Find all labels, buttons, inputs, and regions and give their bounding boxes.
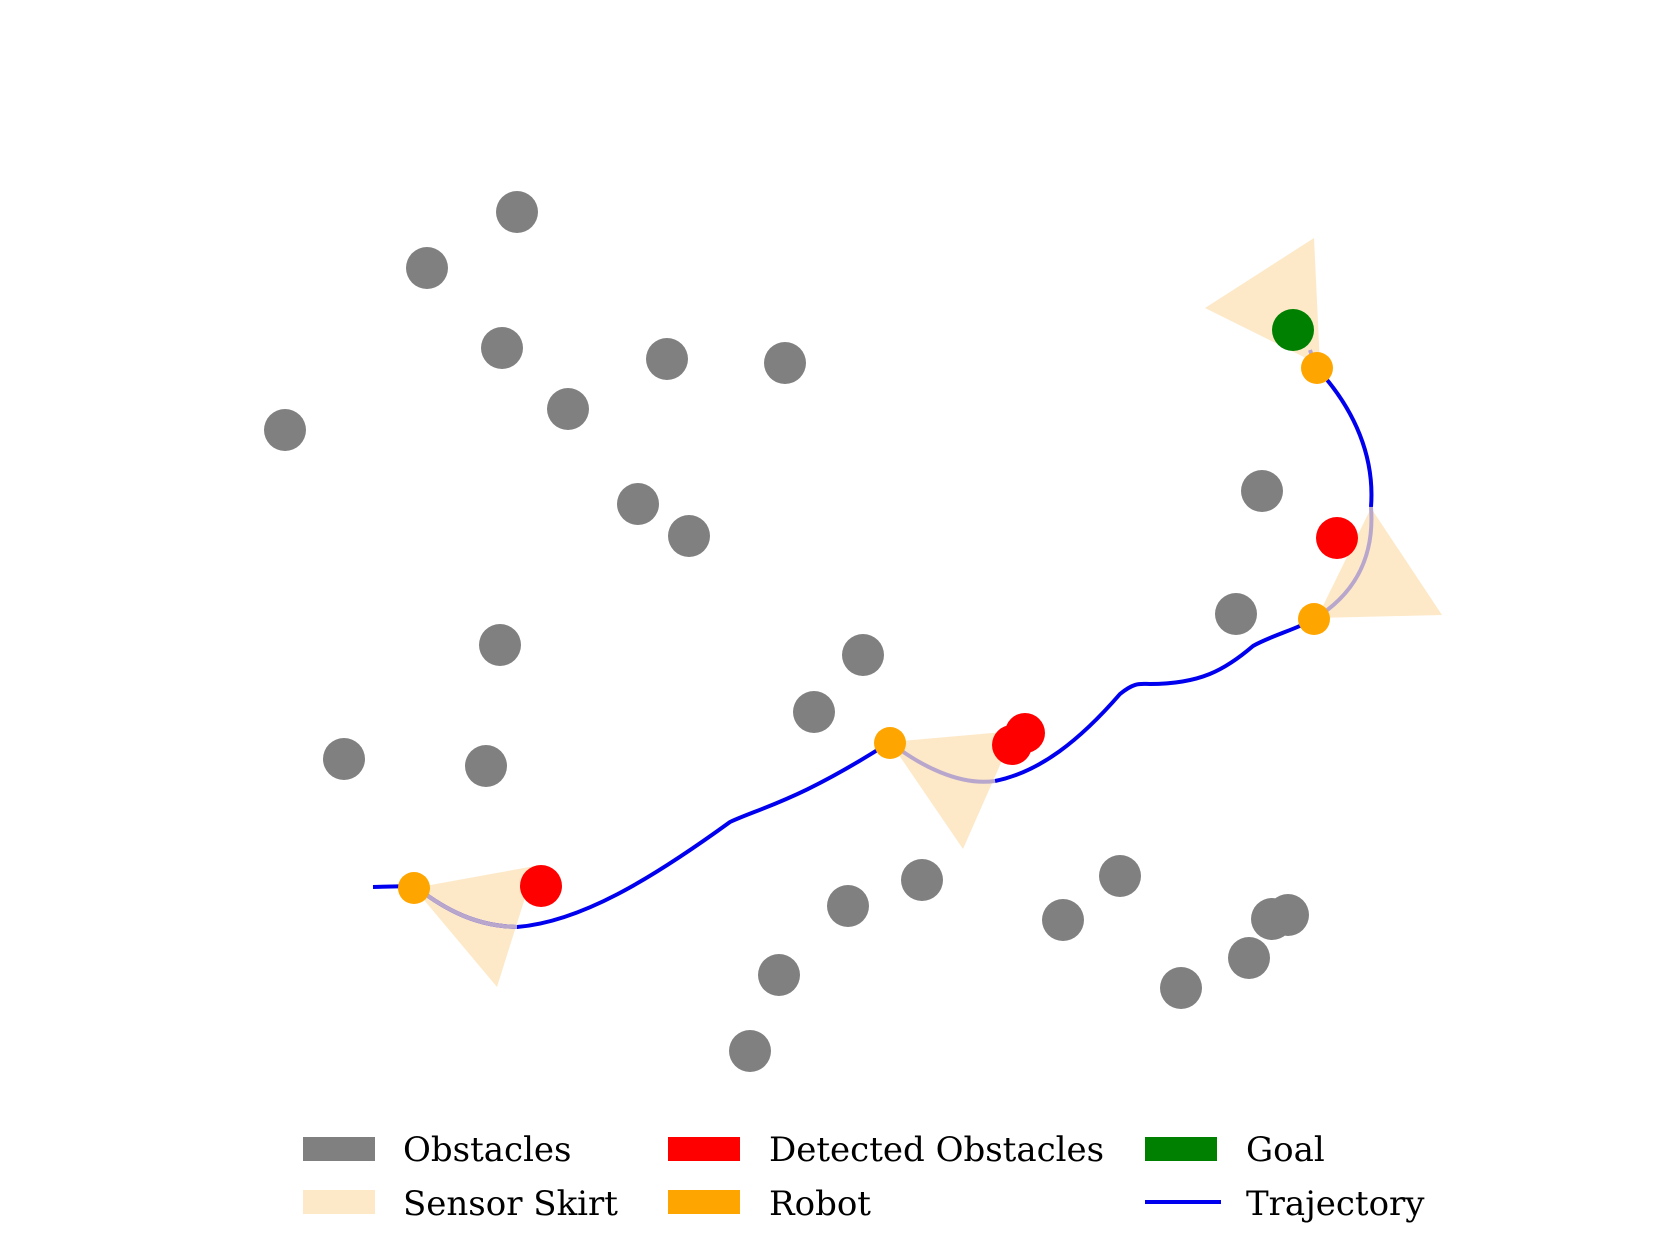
detected-obstacle: [520, 865, 562, 907]
obstacle: [481, 327, 523, 369]
obstacle: [758, 954, 800, 996]
legend-label-sensor-skirt: Sensor Skirt: [403, 1184, 618, 1224]
robot-marker: [398, 872, 430, 904]
legend-label-trajectory: Trajectory: [1246, 1184, 1425, 1224]
legend: Obstacles Sensor Skirt Detected Obstacle…: [303, 1130, 1425, 1224]
detected-obstacles: [520, 517, 1358, 907]
obstacle: [668, 515, 710, 557]
obstacle: [264, 409, 306, 451]
legend-label-goal: Goal: [1246, 1130, 1325, 1170]
obstacle: [1241, 470, 1283, 512]
sensor-skirt-2: [890, 731, 1015, 849]
obstacle: [827, 885, 869, 927]
obstacle: [479, 624, 521, 666]
legend-label-obstacles: Obstacles: [403, 1130, 572, 1170]
legend-swatch-sensor-skirt: [303, 1190, 375, 1214]
obstacle: [547, 388, 589, 430]
obstacle: [1042, 899, 1084, 941]
obstacle: [764, 342, 806, 384]
legend-swatch-goal: [1145, 1137, 1217, 1161]
obstacle: [729, 1030, 771, 1072]
legend-label-detected-obstacles: Detected Obstacles: [769, 1130, 1104, 1170]
detected-obstacle: [1316, 517, 1358, 559]
obstacle: [646, 338, 688, 380]
robot-marker: [1298, 603, 1330, 635]
legend-label-robot: Robot: [769, 1184, 871, 1224]
obstacle: [1099, 855, 1141, 897]
obstacle: [793, 691, 835, 733]
obstacle: [406, 247, 448, 289]
obstacle: [842, 634, 884, 676]
obstacle: [465, 745, 507, 787]
goal-marker: [1272, 309, 1314, 351]
robot-marker: [1301, 352, 1333, 384]
robot-positions: [398, 352, 1333, 904]
obstacles: [264, 191, 1309, 1072]
obstacle: [1251, 898, 1293, 940]
obstacle: [496, 191, 538, 233]
obstacle: [1215, 593, 1257, 635]
obstacle: [323, 738, 365, 780]
legend-swatch-obstacles: [303, 1137, 375, 1161]
obstacle: [617, 483, 659, 525]
obstacle: [901, 859, 943, 901]
legend-swatch-robot: [668, 1190, 740, 1214]
robot-marker: [874, 727, 906, 759]
detected-obstacle: [992, 725, 1032, 765]
skirt-path-segments: [412, 349, 1374, 929]
legend-swatch-detected-obstacles: [668, 1137, 740, 1161]
sensor-skirt-1: [414, 866, 535, 987]
obstacle: [1228, 937, 1270, 979]
obstacle: [1160, 967, 1202, 1009]
